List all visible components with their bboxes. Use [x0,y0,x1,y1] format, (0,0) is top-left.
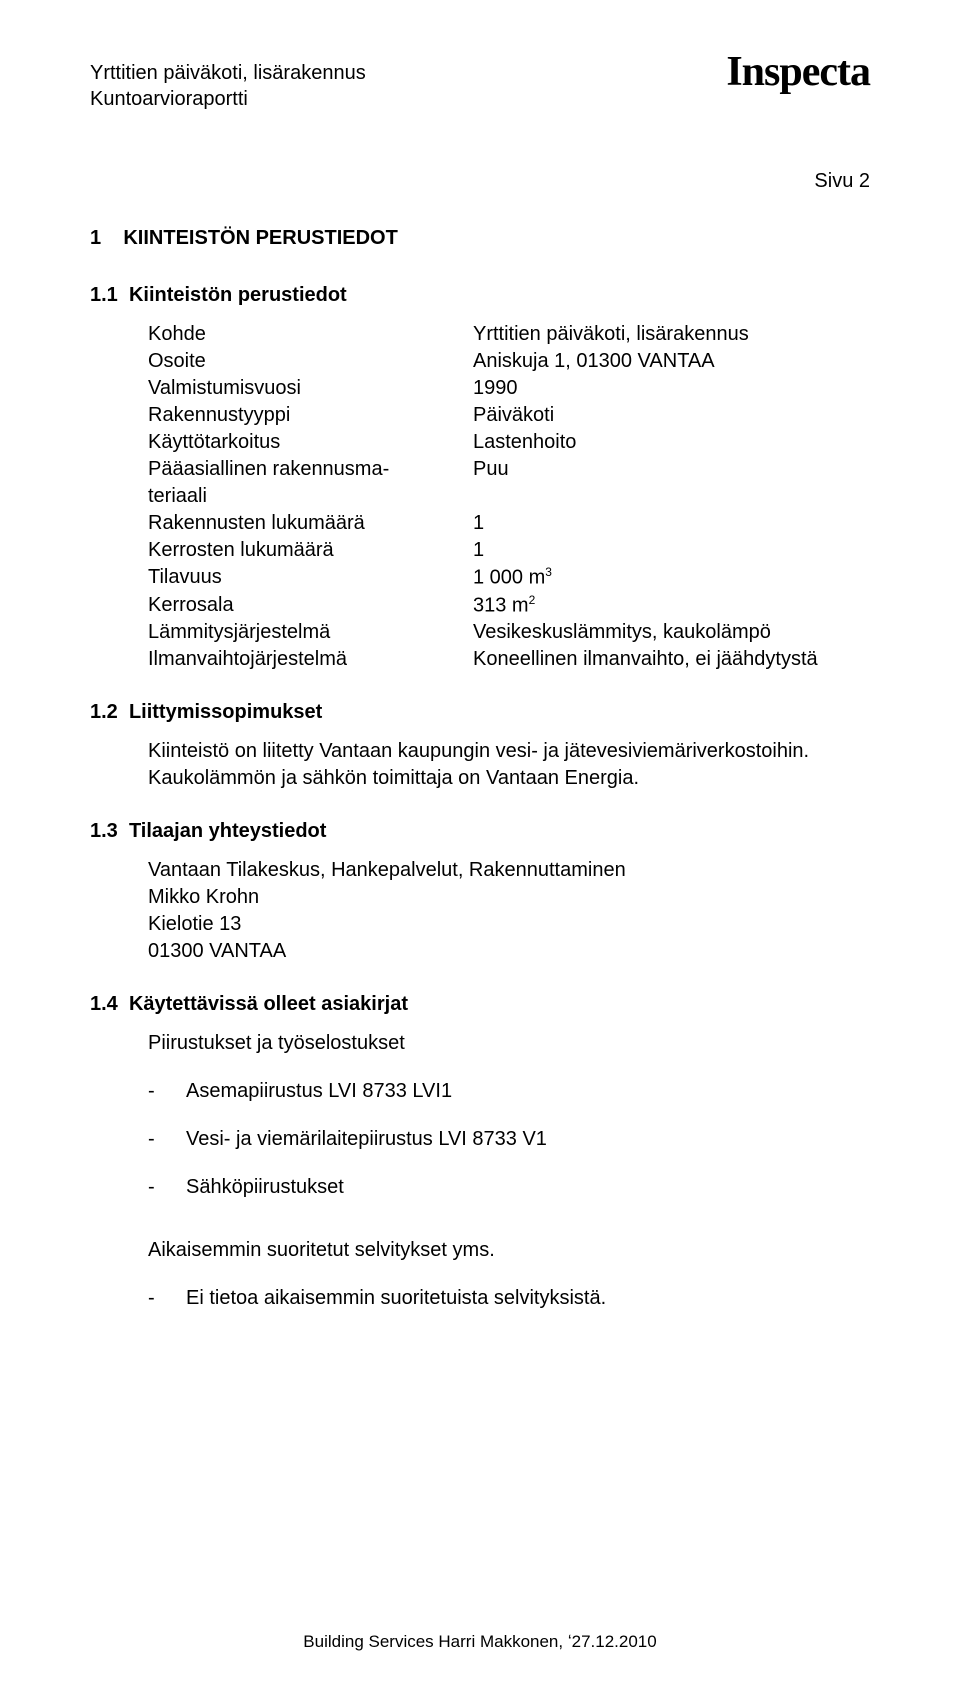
footer: Building Services Harri Makkonen, ʻ27.12… [0,1632,960,1652]
address-line: Kielotie 13 [148,911,870,938]
kv-val: Vesikeskuslämmitys, kaukolämpö [473,619,870,646]
section-1-number: 1 [90,227,101,249]
section-1-4-subheading: Aikaisemmin suoritetut selvitykset yms. [148,1237,870,1264]
address-line: 01300 VANTAA [148,938,870,965]
kv-row: LämmitysjärjestelmäVesikeskuslämmitys, k… [148,619,870,646]
kv-row: Pääasiallinen rakennusma-Puu [148,456,870,483]
section-1-4-number: 1.4 [90,993,118,1015]
kv-row: OsoiteAniskuja 1, 01300 VANTAA [148,348,870,375]
kv-row: IlmanvaihtojärjestelmäKoneellinen ilmanv… [148,646,870,673]
kv-key: Kohde [148,321,473,348]
kv-row: Kerrosala313 m2 [148,592,870,620]
bullet-text: Asemapiirustus LVI 8733 LVI1 [186,1075,452,1107]
kv-val: 1990 [473,375,870,402]
kv-val: Koneellinen ilmanvaihto, ei jäähdytystä [473,646,870,673]
section-1-3-body: Vantaan Tilakeskus, Hankepalvelut, Raken… [148,857,870,965]
kv-row: RakennustyyppiPäiväkoti [148,402,870,429]
kv-key: Kerrosten lukumäärä [148,537,473,564]
kv-key: Rakennustyyppi [148,402,473,429]
kv-key: Kerrosala [148,592,473,620]
bullet-dash: - [148,1123,186,1155]
kv-val: Puu [473,456,870,483]
logo: Inspecta [726,48,870,96]
section-1-2-title: Liittymissopimukset [129,701,322,723]
bullet-text: Ei tietoa aikaisemmin suoritetuista selv… [186,1282,606,1314]
kv-val: Aniskuja 1, 01300 VANTAA [473,348,870,375]
address-line: Mikko Krohn [148,884,870,911]
kv-key: Lämmitysjärjestelmä [148,619,473,646]
kv-val: Lastenhoito [473,429,870,456]
kv-key: Tilavuus [148,564,473,592]
section-1-4-heading: 1.4 Käytettävissä olleet asiakirjat [90,993,870,1016]
section-1-1-heading: 1.1 Kiinteistön perustiedot [90,284,870,307]
section-1-3-heading: 1.3 Tilaajan yhteystiedot [90,820,870,843]
section-1-2-body: Kiinteistö on liitetty Vantaan kaupungin… [148,738,870,792]
kv-key: Rakennusten lukumäärä [148,510,473,537]
kv-val: Yrttitien päiväkoti, lisärakennus [473,321,870,348]
kv-row: Kerrosten lukumäärä1 [148,537,870,564]
kv-row: Tilavuus1 000 m3 [148,564,870,592]
kv-val: 313 m2 [473,592,870,620]
kv-row: KäyttötarkoitusLastenhoito [148,429,870,456]
section-1-4-intro: Piirustukset ja työselostukset [148,1030,870,1057]
kv-row: KohdeYrttitien päiväkoti, lisärakennus [148,321,870,348]
bullet-dash: - [148,1075,186,1107]
bullet-item: -Vesi- ja viemärilaitepiirustus LVI 8733… [148,1123,870,1155]
section-1-4-bullets: -Asemapiirustus LVI 8733 LVI1-Vesi- ja v… [148,1075,870,1203]
kv-key: Käyttötarkoitus [148,429,473,456]
section-1-4-title: Käytettävissä olleet asiakirjat [129,993,408,1015]
kv-key: Osoite [148,348,473,375]
kv-val: 1 000 m3 [473,564,870,592]
bullet-item: -Sähköpiirustukset [148,1171,870,1203]
section-1-1-number: 1.1 [90,284,118,306]
section-1-1-title: Kiinteistön perustiedot [129,284,347,306]
kv-row: teriaali [148,483,870,510]
section-1-4-intro-text: Piirustukset ja työselostukset [148,1030,870,1057]
property-info-block: KohdeYrttitien päiväkoti, lisärakennusOs… [148,321,870,673]
paragraph: Kiinteistö on liitetty Vantaan kaupungin… [148,738,870,792]
kv-val: 1 [473,537,870,564]
bullet-dash: - [148,1171,186,1203]
kv-row: Rakennusten lukumäärä1 [148,510,870,537]
page-number: Sivu 2 [90,170,870,193]
section-1-4-subheading-text: Aikaisemmin suoritetut selvitykset yms. [148,1237,870,1264]
section-1-3-title: Tilaajan yhteystiedot [129,820,326,842]
section-1-3-number: 1.3 [90,820,118,842]
bullet-item: -Asemapiirustus LVI 8733 LVI1 [148,1075,870,1107]
kv-key: Valmistumisvuosi [148,375,473,402]
kv-key: teriaali [148,483,473,510]
bullet-text: Sähköpiirustukset [186,1171,344,1203]
kv-val [473,483,870,510]
address-line: Vantaan Tilakeskus, Hankepalvelut, Raken… [148,857,870,884]
bullet-dash: - [148,1282,186,1314]
section-1-title: KIINTEISTÖN PERUSTIEDOT [123,227,397,249]
bullet-text: Vesi- ja viemärilaitepiirustus LVI 8733 … [186,1123,547,1155]
bullet-item: -Ei tietoa aikaisemmin suoritetuista sel… [148,1282,870,1314]
section-1-2-heading: 1.2 Liittymissopimukset [90,701,870,724]
kv-key: Ilmanvaihtojärjestelmä [148,646,473,673]
kv-val: 1 [473,510,870,537]
section-1-2-number: 1.2 [90,701,118,723]
section-1-heading: 1 KIINTEISTÖN PERUSTIEDOT [90,227,870,250]
kv-row: Valmistumisvuosi1990 [148,375,870,402]
kv-key: Pääasiallinen rakennusma- [148,456,473,483]
kv-val: Päiväkoti [473,402,870,429]
section-1-4-bullets2: -Ei tietoa aikaisemmin suoritetuista sel… [148,1282,870,1314]
